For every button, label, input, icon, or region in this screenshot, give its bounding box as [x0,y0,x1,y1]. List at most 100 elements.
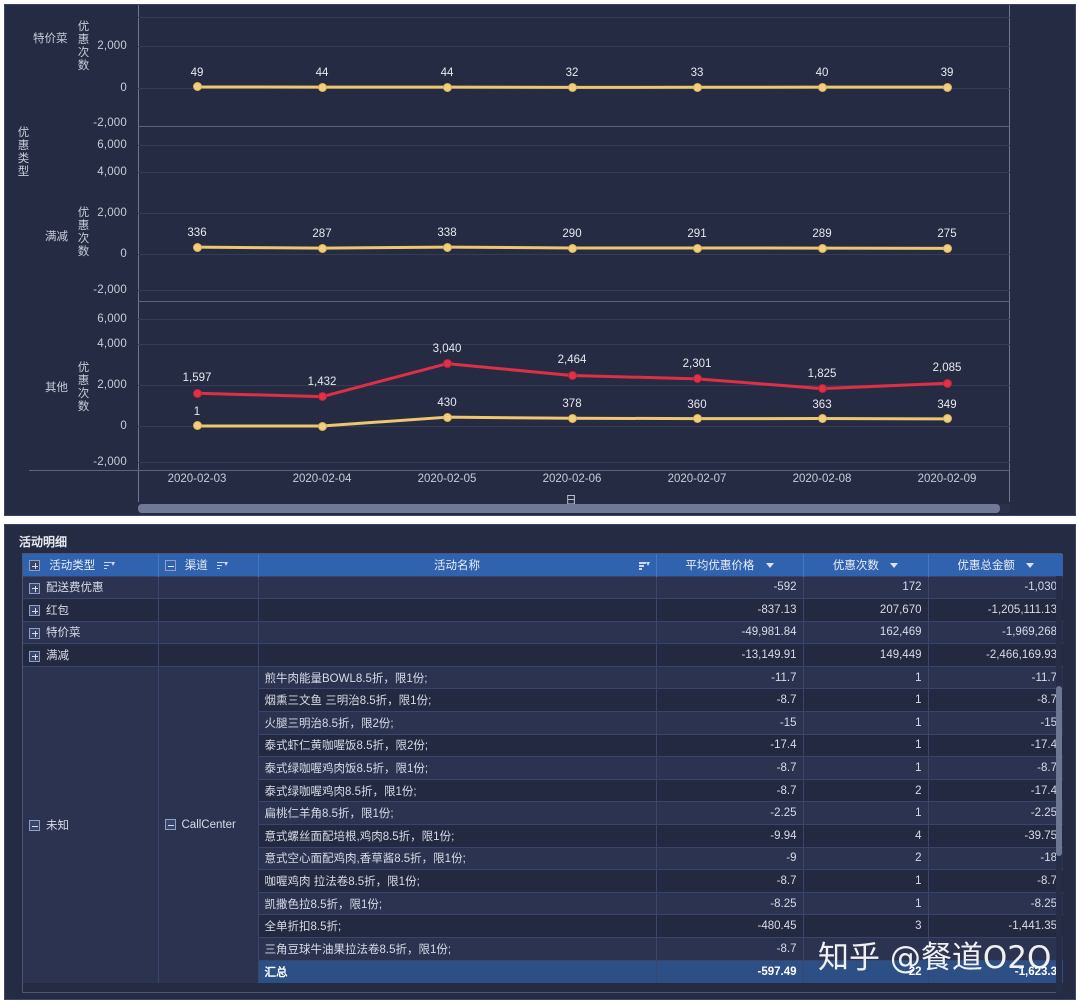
chart-horizontal-scrollbar[interactable] [138,504,1010,513]
col-header-average-discount-price-label: 平均优惠价格 [685,559,755,572]
data-point-label: 349 [937,398,957,411]
cell-activity-name: 煎牛肉能量BOWL8.5折，限1份; [258,665,657,689]
table-row[interactable]: 特价菜 -49,981.84 162,469 -1,969,268 [23,620,1063,644]
sort-descending-icon[interactable] [638,561,650,571]
data-point-marker[interactable] [692,82,702,92]
data-point-marker[interactable] [317,82,327,92]
data-point-marker[interactable] [567,243,577,253]
y-axis-title-1: 优惠次数 [77,21,90,72]
col-header-channel[interactable]: 渠道 [158,554,259,576]
cell-activity-name: 火腿三明治8.5折，限2份; [258,711,657,735]
ytick-3-0: 6,000 [97,313,127,325]
data-point-marker[interactable] [442,82,452,92]
data-point-marker[interactable] [442,242,452,252]
data-point-marker[interactable] [817,414,827,424]
table-row[interactable]: 意式空心面配鸡肉,香草酱8.5折，限1份; -9 2 -18 [23,846,1063,870]
group-type-label: 红包 [46,604,69,617]
sort-ascending-icon[interactable] [216,561,228,571]
table-row[interactable]: 扁桃仁羊角8.5折，限1份; -2.25 1 -2.25 [23,801,1063,825]
expand-all-icon[interactable] [29,560,40,572]
data-point-marker[interactable] [317,392,327,402]
data-point-marker[interactable] [442,359,452,369]
data-point-marker[interactable] [692,414,702,424]
chart-scrollbar-thumb[interactable] [138,504,1000,513]
x-tick-label: 2020-02-04 [292,473,352,485]
data-point-marker[interactable] [567,413,577,423]
chevron-down-icon[interactable] [890,563,899,569]
cell-average-discount-price: -9 [656,846,804,870]
data-point-marker[interactable] [692,374,702,384]
table-row[interactable]: 红包 -837.13 207,670 -1,205,111.13 [23,598,1063,622]
col-header-channel-label: 渠道 [184,559,208,572]
data-point-marker[interactable] [942,243,952,253]
table-row[interactable]: 凯撒色拉8.5折，限1份; -8.25 1 -8.25 [23,891,1063,915]
group-type-cell[interactable]: 特价菜 [23,620,159,644]
table-row[interactable]: 未知 CallCenter 煎牛肉能量BOWL8.5折，限1份; -11.7 1 -11.… [23,665,1063,983]
cell-discount-total: -8.25 [928,891,1063,915]
data-point-marker[interactable] [817,384,827,394]
table-row[interactable]: 汇总 -597.49 22 -1,623.3 [23,959,1063,983]
expanded-group-type-cell[interactable]: 未知 [23,665,159,983]
grid-scrollbar-thumb[interactable] [1056,686,1062,856]
data-point-marker[interactable] [692,243,702,253]
table-row[interactable]: 泰式虾仁黄咖喔饭8.5折，限2份; -17.4 1 -17.4 [23,733,1063,757]
col-header-average-discount-price[interactable]: 平均优惠价格 [656,554,804,576]
table-row[interactable]: 咖喔鸡肉 拉法卷8.5折，限1份; -8.7 1 -8.7 [23,869,1063,893]
table-row[interactable]: 泰式绿咖喔鸡肉8.5折，限1份; -8.7 2 -17.4 [23,778,1063,802]
data-point-marker[interactable] [192,421,202,431]
data-point-marker[interactable] [317,421,327,431]
data-point-marker[interactable] [192,388,202,398]
sort-descending-icon[interactable] [104,561,116,571]
data-point-marker[interactable] [817,82,827,92]
data-point-marker[interactable] [942,82,952,92]
chevron-down-icon[interactable] [765,563,774,569]
data-point-marker[interactable] [192,242,202,252]
table-row[interactable]: 泰式绿咖喔鸡肉饭8.5折，限1份; -8.7 1 -8.7 [23,756,1063,780]
cell-discount-total: -1,441.35 [928,914,1063,938]
collapse-row-icon[interactable] [29,820,40,832]
table-row[interactable]: 全单折扣8.5折; -480.45 3 -1,441.35 [23,914,1063,938]
expand-row-icon[interactable] [29,650,40,662]
collapse-icon[interactable] [164,560,176,572]
total-discount-count: 22 [803,959,929,983]
grid-vertical-scrollbar[interactable] [1056,576,1062,994]
data-point-marker[interactable] [817,243,827,253]
expand-row-icon[interactable] [29,627,40,639]
cell-discount-total: -8.7 [928,688,1063,712]
collapse-row-icon[interactable] [164,819,176,831]
table-row[interactable]: 配送费优惠 -592 172 -1,030 [23,575,1063,599]
expand-row-icon[interactable] [29,605,40,617]
cell-discount-total [928,937,1063,961]
gridline [138,213,1010,214]
data-point-marker[interactable] [192,82,202,92]
data-point-marker[interactable] [317,243,327,253]
group-type-cell[interactable]: 配送费优惠 [23,575,159,599]
col-header-discount-total[interactable]: 优惠总金额 [928,554,1063,576]
ytick-3-3: 0 [120,420,127,432]
cell-discount-total: -15 [928,711,1063,735]
data-point-marker[interactable] [567,82,577,92]
col-header-activity-name[interactable]: 活动名称 [258,554,657,576]
table-row[interactable]: 烟熏三文鱼 三明治8.5折，限1份; -8.7 1 -8.7 [23,688,1063,712]
data-point-marker[interactable] [567,370,577,380]
group-type-cell[interactable]: 满减 [23,643,159,667]
data-point-marker[interactable] [442,412,452,422]
expand-row-icon[interactable] [29,582,40,594]
cell-discount-count: 2 [803,778,929,802]
data-point-marker[interactable] [942,378,952,388]
data-point-label: 287 [312,228,332,241]
expanded-group-channel-cell[interactable]: CallCenter [158,665,259,983]
chevron-down-icon[interactable] [1026,563,1035,569]
data-point-marker[interactable] [942,414,952,424]
table-row[interactable]: 意式螺丝面配培根,鸡肉8.5折，限1份; -9.94 4 -39.75 [23,824,1063,848]
col-header-discount-total-label: 优惠总金额 [957,559,1015,572]
cell-discount-count: 1 [803,688,929,712]
col-header-activity-name-label: 活动名称 [434,559,480,572]
group-name-cell [258,643,657,667]
col-header-discount-count[interactable]: 优惠次数 [803,554,929,576]
group-type-cell[interactable]: 红包 [23,598,159,622]
table-row[interactable]: 三角豆球牛油果拉法卷8.5折，限1份; -8.7 [23,937,1063,961]
col-header-activity-type[interactable]: 活动类型 [23,554,159,576]
table-row[interactable]: 火腿三明治8.5折，限2份; -15 1 -15 [23,711,1063,735]
table-row[interactable]: 满减 -13,149.91 149,449 -2,466,169.93 [23,643,1063,667]
